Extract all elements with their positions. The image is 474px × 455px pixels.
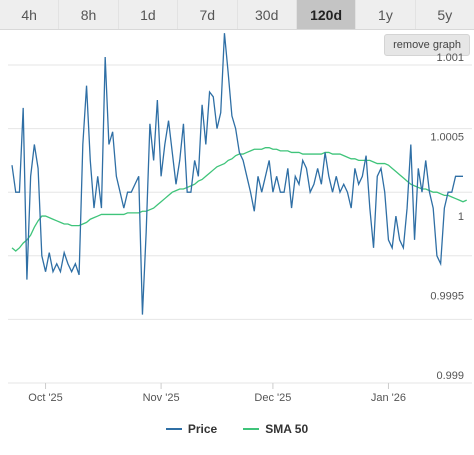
remove-graph-button[interactable]: remove graph (384, 34, 470, 56)
x-tick-label: Nov '25 (143, 392, 180, 404)
y-tick-label: 1.0005 (430, 132, 464, 144)
range-tab-4h[interactable]: 4h (0, 0, 60, 29)
legend-swatch-sma-50 (243, 428, 260, 430)
range-tab-30d[interactable]: 30d (237, 0, 297, 29)
legend-label-sma-50: SMA 50 (265, 422, 309, 436)
range-tab-120d[interactable]: 120d (296, 0, 357, 29)
range-tab-5y[interactable]: 5y (415, 0, 474, 29)
y-axis: 1.001 1.0005 1 0.9995 0.999 (430, 52, 464, 382)
x-tick-label: Oct '25 (28, 392, 63, 404)
range-tab-8h[interactable]: 8h (59, 0, 119, 29)
series-price-line (11, 33, 463, 315)
x-axis: Oct '25 Nov '25 Dec '25 Jan '26 (28, 383, 406, 404)
y-tick-label: 1 (458, 211, 464, 223)
legend-item-sma-50[interactable]: SMA 50 (243, 422, 308, 436)
y-tick-label: 0.9995 (430, 291, 464, 303)
x-tick-label: Jan '26 (371, 392, 406, 404)
range-tab-1d[interactable]: 1d (118, 0, 179, 29)
legend-swatch-price (165, 428, 182, 430)
price-chart: 1.001 1.0005 1 0.9995 0.999 Oct '25 Nov '25 De… (8, 33, 472, 404)
grid-layer (8, 64, 472, 384)
legend-label-price: Price (187, 422, 218, 436)
legend-item-price[interactable]: Price (165, 422, 218, 436)
y-tick-label: 1.001 (436, 52, 464, 64)
legend: Price SMA 50 (0, 420, 474, 438)
y-tick-label: 0.999 (436, 370, 464, 382)
range-tab-7d[interactable]: 7d (178, 0, 238, 29)
x-tick-label: Dec '25 (254, 392, 291, 404)
range-tab-1y[interactable]: 1y (356, 0, 416, 29)
series-sma-50-line (11, 147, 467, 252)
range-selector: 4h 8h 1d 7d 30d 120d 1y 5y (0, 0, 474, 30)
